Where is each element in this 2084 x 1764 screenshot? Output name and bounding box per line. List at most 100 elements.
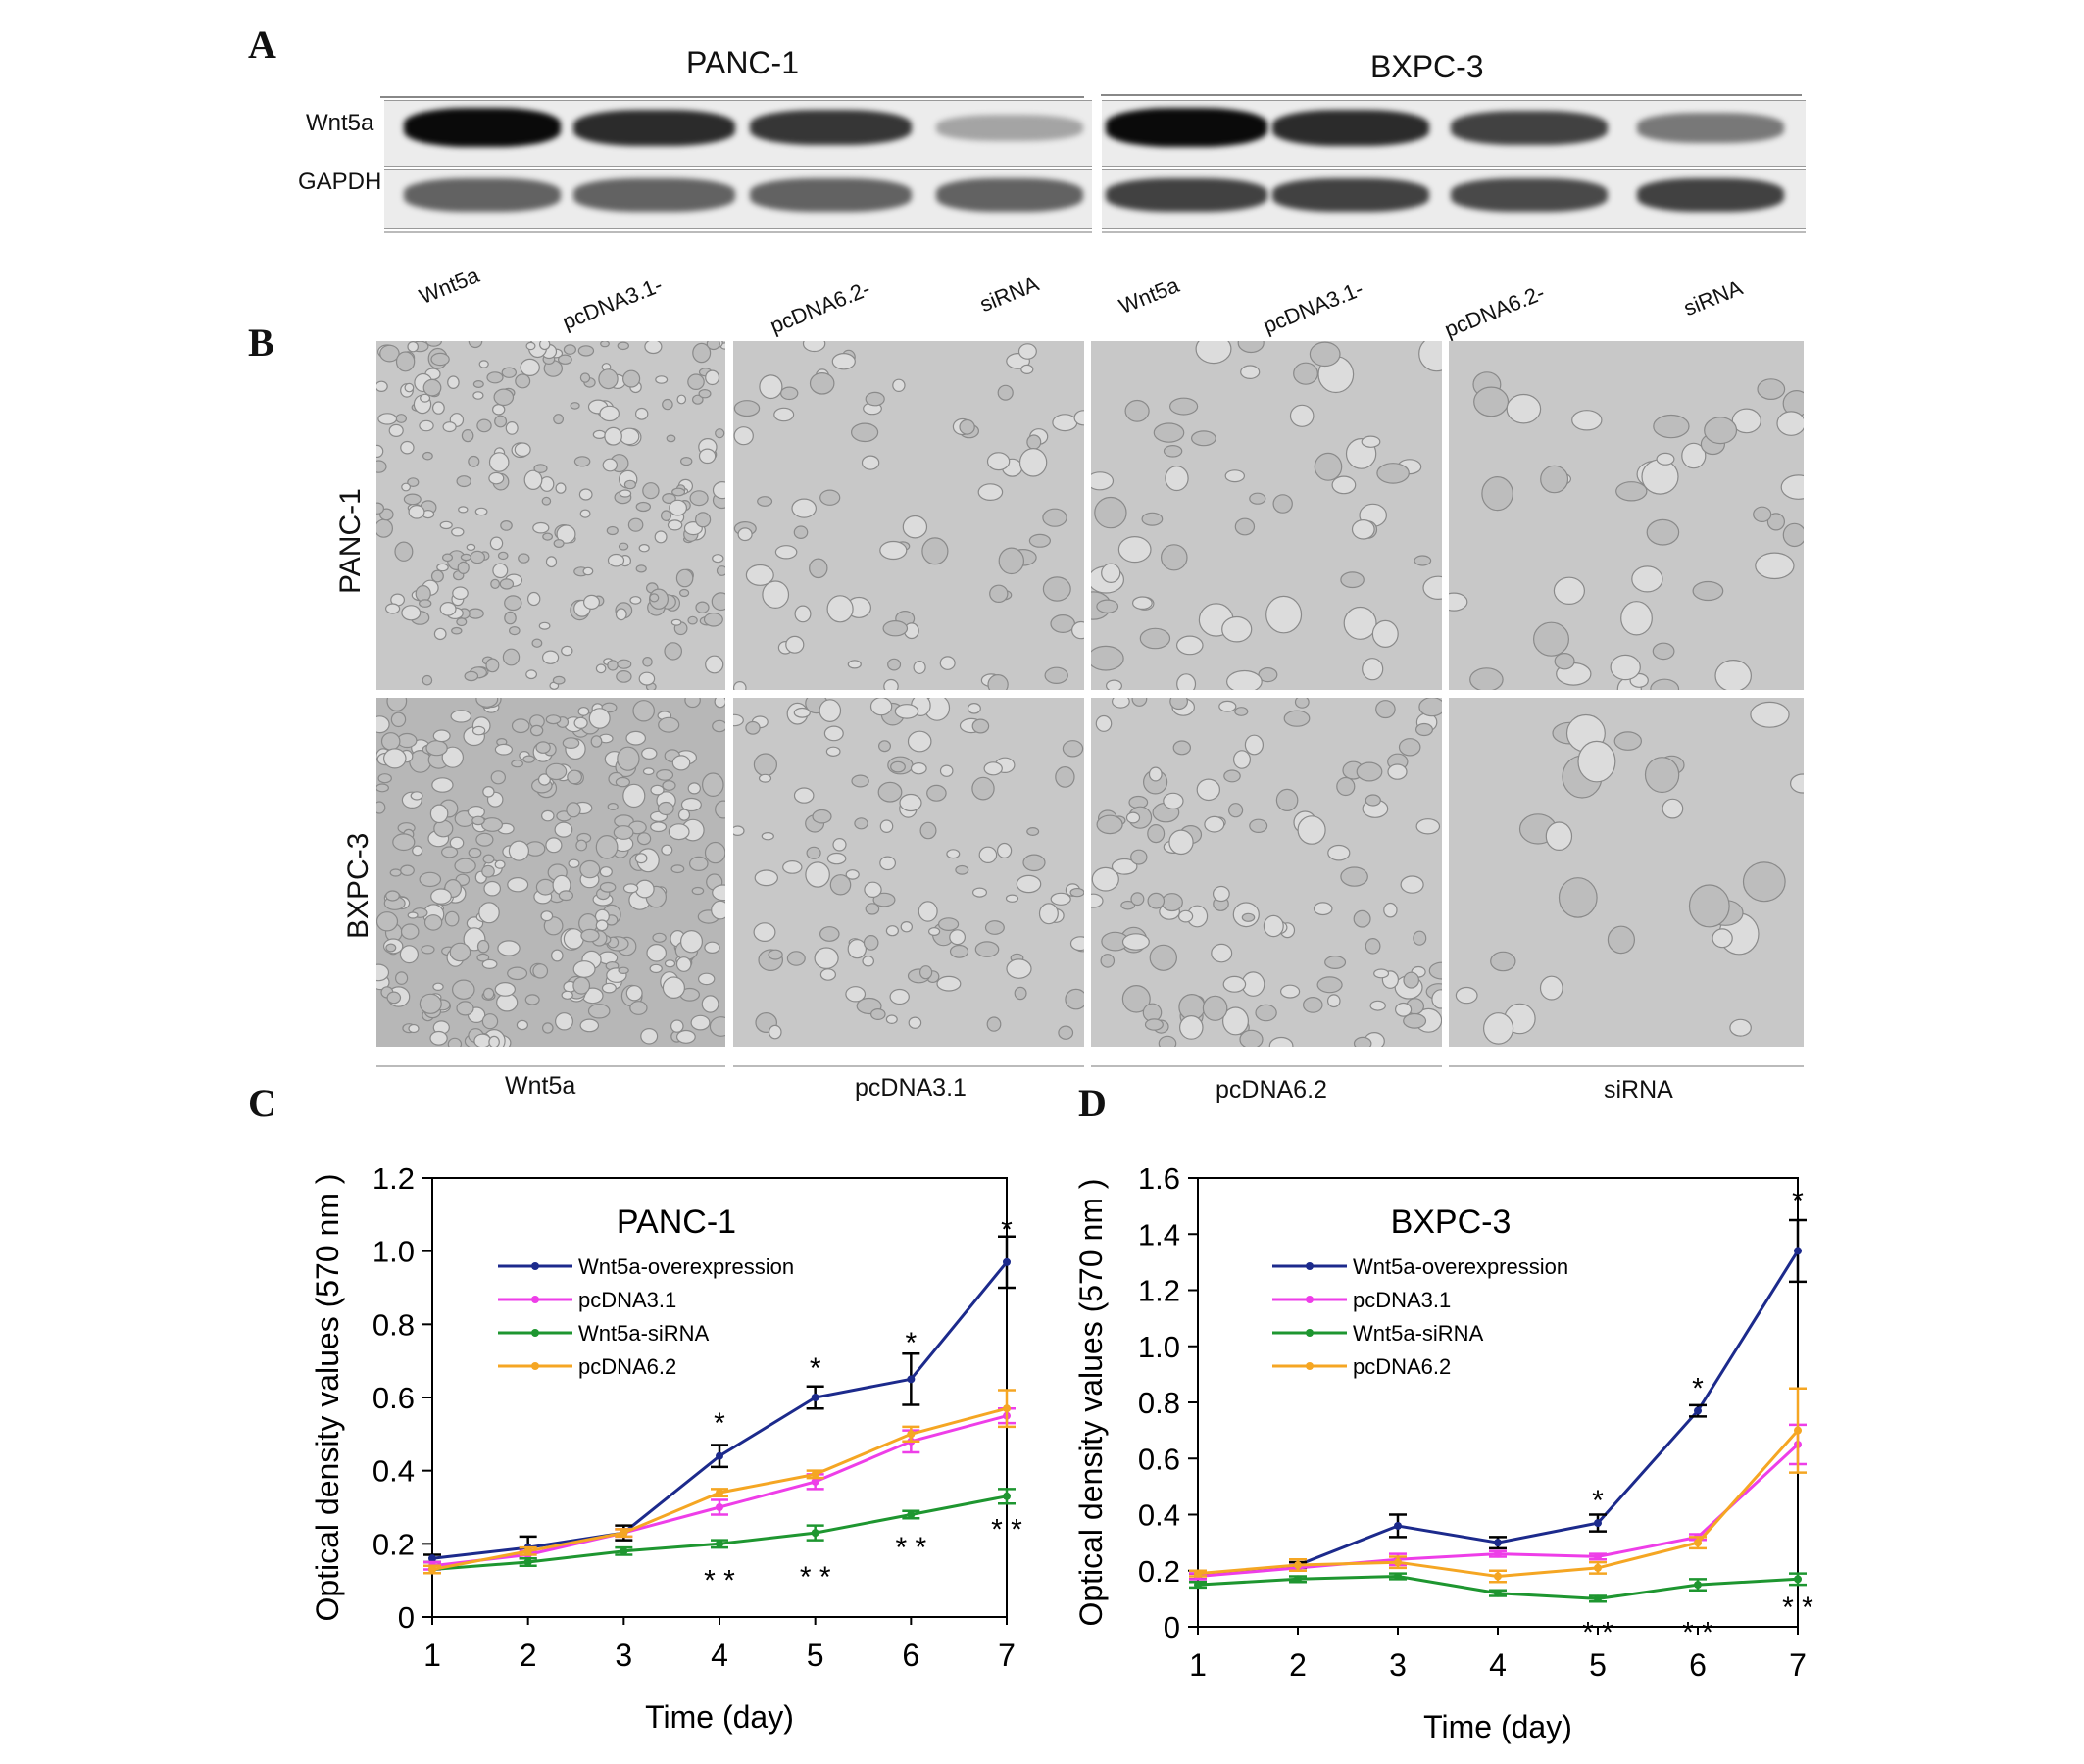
cell-shape [690,1014,711,1031]
cell-shape [877,781,903,803]
cell-shape [1026,827,1040,837]
cell-shape [680,929,704,954]
cell-shape [629,1001,648,1015]
cell-shape [705,369,720,386]
cell-shape [1177,909,1194,923]
cell-shape [892,378,906,393]
cell-shape [485,658,500,673]
cell-shape [1096,599,1119,613]
cell-shape [1014,986,1027,1001]
cell-shape [422,451,433,461]
cell-shape [1750,701,1790,728]
cell-shape [502,648,521,666]
gapdh-band [936,178,1083,212]
cell-shape [688,856,709,871]
cell-shape [558,890,573,902]
cell-shape [670,618,682,626]
panc1-legend-label-3: pcDNA6.2 [578,1354,676,1379]
gapdh-band [573,178,735,212]
cell-shape [1132,596,1153,610]
bxpc3-ytick-label: 0.4 [1138,1498,1180,1533]
bxpc3-data-point [1494,1572,1502,1581]
cell-shape [680,797,702,812]
cell-shape [1776,411,1804,436]
cell-shape [600,341,610,348]
cell-shape [388,423,404,438]
cell-shape [1255,1004,1277,1022]
cell-shape [971,718,990,734]
cell-shape [616,670,632,683]
cell-shape [1130,849,1148,865]
gapdh-band [404,178,561,212]
panc1-data-point [907,1510,916,1519]
cell-shape [806,846,821,859]
cell-shape [1327,844,1351,861]
cell-shape [1124,399,1150,422]
cell-shape [573,456,591,467]
panc1-ytick-label: 0.8 [372,1307,415,1342]
cell-shape [1212,885,1230,903]
cell-shape [894,704,919,719]
cell-shape [635,564,647,573]
cell-shape [442,421,457,433]
cell-shape [423,914,443,931]
panc1-x-axis-label: Time (day) [645,1699,794,1735]
cell-shape [587,1004,611,1019]
cell-shape [959,418,975,435]
cell-shape [715,428,725,439]
bxpc3-ytick-label: 1.4 [1138,1217,1180,1251]
bxpc3-data-point [1594,1552,1602,1561]
cell-shape [433,627,447,641]
bxpc3-data-point [1694,1406,1702,1415]
cell-shape [671,487,686,497]
cell-shape [676,394,687,405]
cell-shape [1336,776,1356,797]
cell-shape [928,927,941,937]
cell-shape [712,481,725,500]
cell-shape [412,845,423,857]
cell-shape [733,713,744,727]
cell-shape [578,488,593,501]
cell-shape [1069,936,1084,952]
cell-shape [476,939,490,954]
cell-shape [1218,700,1237,712]
cell-shape [567,769,583,785]
cell-shape [649,963,663,974]
cell-shape [480,817,503,832]
cell-shape [823,725,844,742]
cell-shape [441,746,465,768]
cell-shape [1294,698,1310,709]
cell-shape [1204,815,1225,833]
cell-shape [1195,341,1232,365]
bxpc3-data-point [1394,1572,1402,1581]
cell-shape [540,910,554,922]
bxpc3-ytick-label: 1.0 [1138,1330,1180,1364]
cell-shape [1644,757,1680,794]
cell-shape [759,374,783,400]
cell-shape [577,345,595,357]
cell-shape [555,1012,574,1031]
cell-shape [1309,341,1341,368]
cell-shape [865,903,880,915]
cell-shape [632,700,655,722]
cell-shape [489,536,504,551]
cell-shape [615,776,630,788]
panc1-ytick-label: 0.6 [372,1381,415,1415]
cell-shape [622,883,639,894]
cell-shape [570,402,580,410]
cell-shape [535,741,551,754]
cell-shape [523,469,543,490]
cell-shape [456,617,468,627]
cell-shape [554,821,573,838]
cell-shape [452,979,475,1000]
col-line-2 [733,1065,1084,1067]
cell-shape [579,859,601,879]
cell-shape [1022,854,1046,872]
cell-shape [1148,766,1163,782]
cell-shape [1263,914,1284,938]
cell-shape [1144,1018,1164,1031]
cell-shape [809,371,835,395]
cell-shape [1532,621,1569,657]
micrograph-panc1-wnt5a [376,341,725,690]
cell-shape [998,547,1024,575]
